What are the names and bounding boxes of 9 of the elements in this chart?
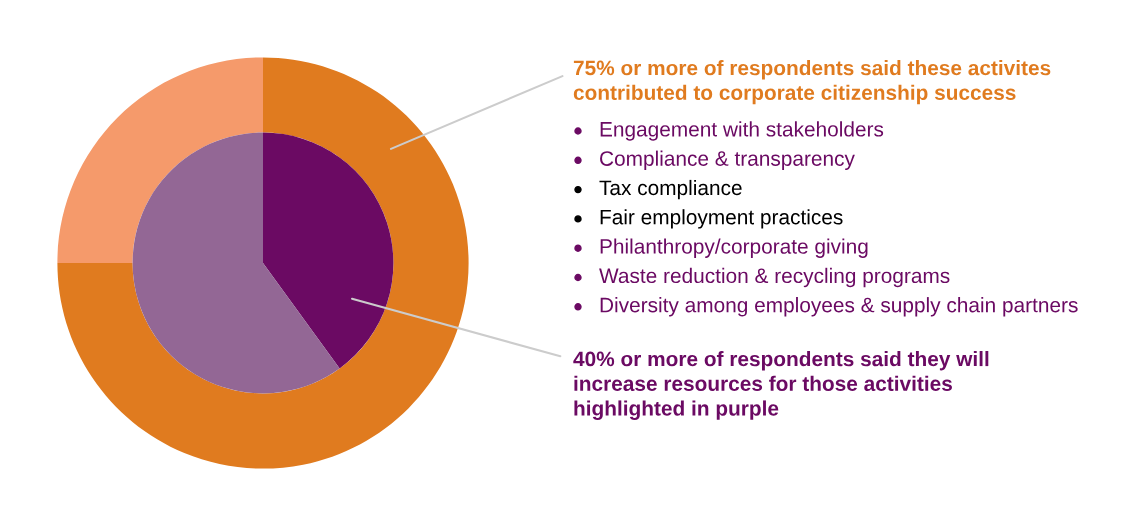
text: Fair employment practices xyxy=(600,209,843,229)
text: Diversity among employees & supply chain partners xyxy=(600,297,1078,317)
text: Engagement with stakeholders xyxy=(600,121,884,141)
text: Tax compliance xyxy=(599,179,742,200)
text: 75% or more of respondents said these activites contributed to corporate citizenship success xyxy=(573,60,1051,105)
text: 40% or more of respondents said they will increase resources for those activities highlighted in purple xyxy=(573,351,989,420)
text: Philanthropy/corporate giving xyxy=(600,238,868,258)
text: Compliance & transparency xyxy=(600,150,855,171)
text: Waste reduction & recycling programs xyxy=(599,267,950,288)
